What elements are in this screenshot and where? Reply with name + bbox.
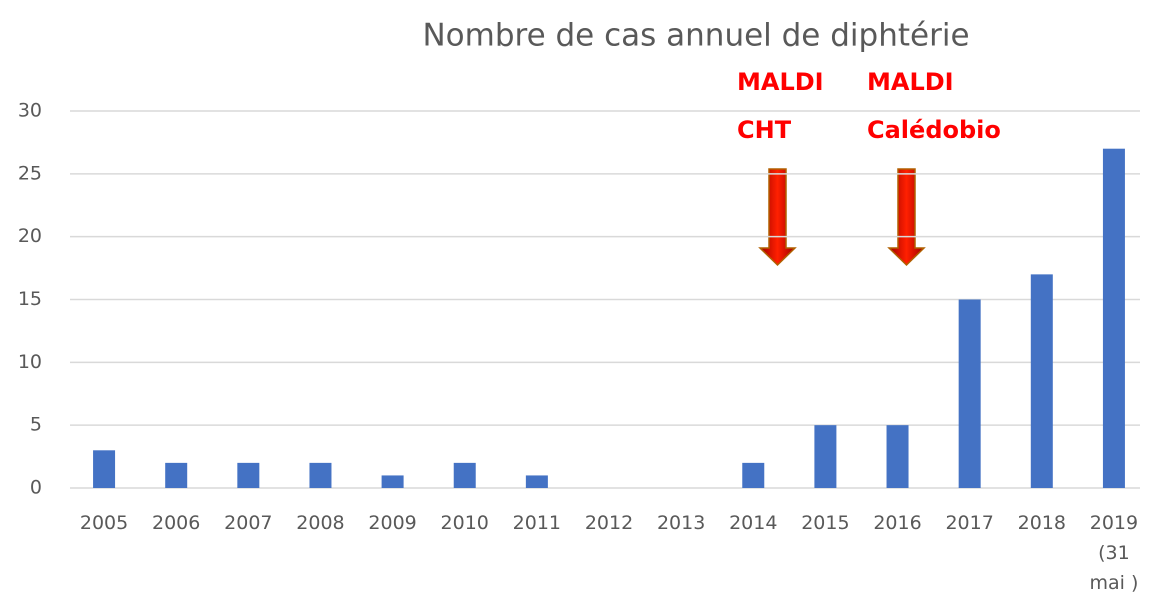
y-tick-label: 10	[18, 351, 42, 373]
bar	[814, 425, 837, 488]
x-tick-label: 2012	[584, 512, 634, 534]
chart-title: Nombre de cas annuel de diphtérie	[422, 18, 969, 54]
bar	[1102, 148, 1125, 488]
x-tick-label: 2013	[656, 512, 706, 534]
x-tick-label: 2007	[224, 512, 273, 534]
x-tick-label: 2006	[152, 512, 201, 534]
x-tick-label: 2011	[512, 512, 562, 534]
x-tick-label: 2018	[1017, 512, 1066, 534]
y-tick-label: 20	[18, 225, 42, 247]
y-tick-label: 30	[18, 100, 42, 122]
annotation: MALDI	[867, 68, 954, 96]
y-tick-label: 5	[30, 414, 42, 436]
bar	[165, 462, 188, 488]
bar	[1030, 274, 1053, 488]
bar	[309, 462, 332, 488]
y-tick-label: 25	[18, 162, 42, 184]
x-tick-label: 2016	[873, 512, 922, 534]
y-tick-label: 0	[30, 477, 42, 499]
bar	[237, 462, 260, 488]
annotation: Calédobio	[867, 116, 1001, 144]
x-tick-label: 2017	[945, 512, 994, 534]
annotation: CHT	[737, 116, 792, 144]
y-tick-label: 15	[18, 288, 42, 310]
bar	[886, 425, 909, 488]
x-tick-label: 2015	[801, 512, 850, 534]
x-tick-label: 2008	[296, 512, 345, 534]
x-tick-label: 2005	[79, 512, 129, 534]
arrow	[887, 168, 926, 267]
x-tick-label: 2014	[729, 512, 778, 534]
bar	[525, 475, 548, 488]
x-tick-label: 2019 (31 mai )	[1089, 512, 1139, 594]
x-tick-label: 2009	[368, 512, 417, 534]
bar	[453, 462, 476, 488]
bar	[381, 475, 404, 488]
bar	[93, 450, 116, 488]
bar	[742, 462, 765, 488]
arrow	[758, 168, 797, 267]
x-tick-label: 2010	[440, 512, 489, 534]
bar	[958, 299, 981, 488]
annotation: MALDI	[737, 68, 824, 96]
